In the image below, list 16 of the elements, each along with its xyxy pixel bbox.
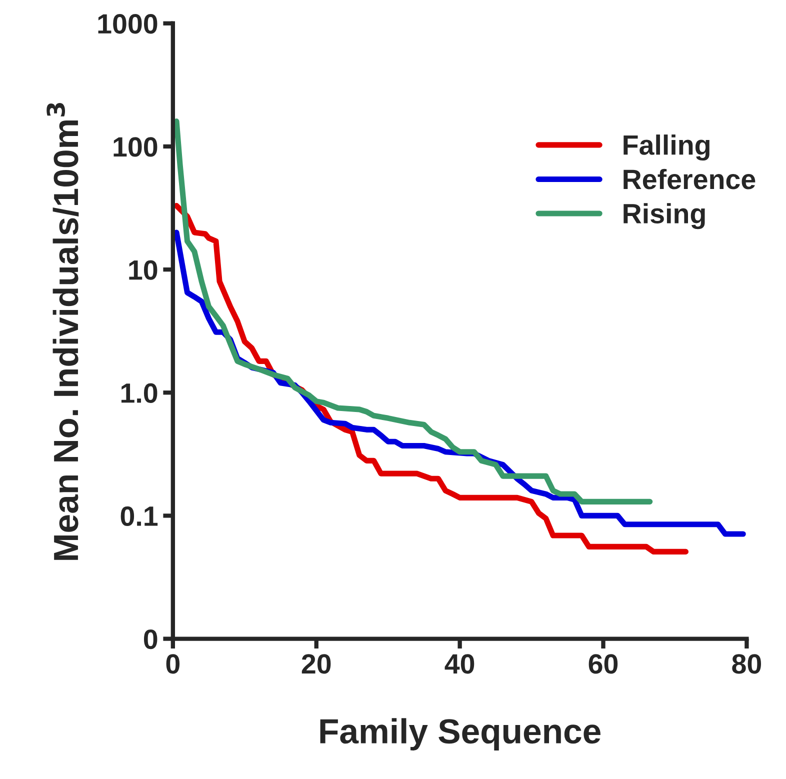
y-tick-label: 0 — [144, 629, 158, 650]
y-tick-label: 0.1 — [120, 506, 158, 526]
y-tick-label: 1000 — [98, 14, 158, 34]
y-axis-title: Mean No. Individuals/100m$^{3}$ — [46, 103, 79, 560]
y-tick-label: 100 — [114, 137, 158, 157]
y-tick-label: 10 — [129, 260, 158, 280]
x-tick-label: 80 — [732, 654, 762, 674]
x-tick-label: 60 — [588, 654, 618, 674]
legend-label: Falling — [624, 134, 710, 161]
x-tick-label: 40 — [444, 654, 474, 674]
x-axis-title: Family Sequence — [320, 718, 600, 751]
legend-label: Rising — [624, 203, 705, 230]
y-tick-label: 1.0 — [121, 383, 158, 403]
x-tick-label: 20 — [302, 654, 331, 674]
x-tick-label: 0 — [166, 654, 180, 674]
legend-label: Reference — [624, 168, 756, 190]
